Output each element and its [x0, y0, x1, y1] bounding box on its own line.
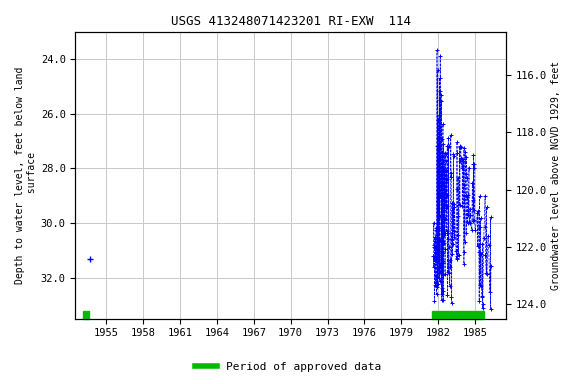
Y-axis label: Groundwater level above NGVD 1929, feet: Groundwater level above NGVD 1929, feet	[551, 61, 561, 290]
Bar	[83, 311, 89, 319]
Title: USGS 413248071423201 RI-EXW  114: USGS 413248071423201 RI-EXW 114	[170, 15, 411, 28]
Legend: Period of approved data: Period of approved data	[191, 358, 385, 377]
Y-axis label: Depth to water level, feet below land
 surface: Depth to water level, feet below land su…	[15, 66, 37, 284]
Bar	[432, 311, 484, 319]
